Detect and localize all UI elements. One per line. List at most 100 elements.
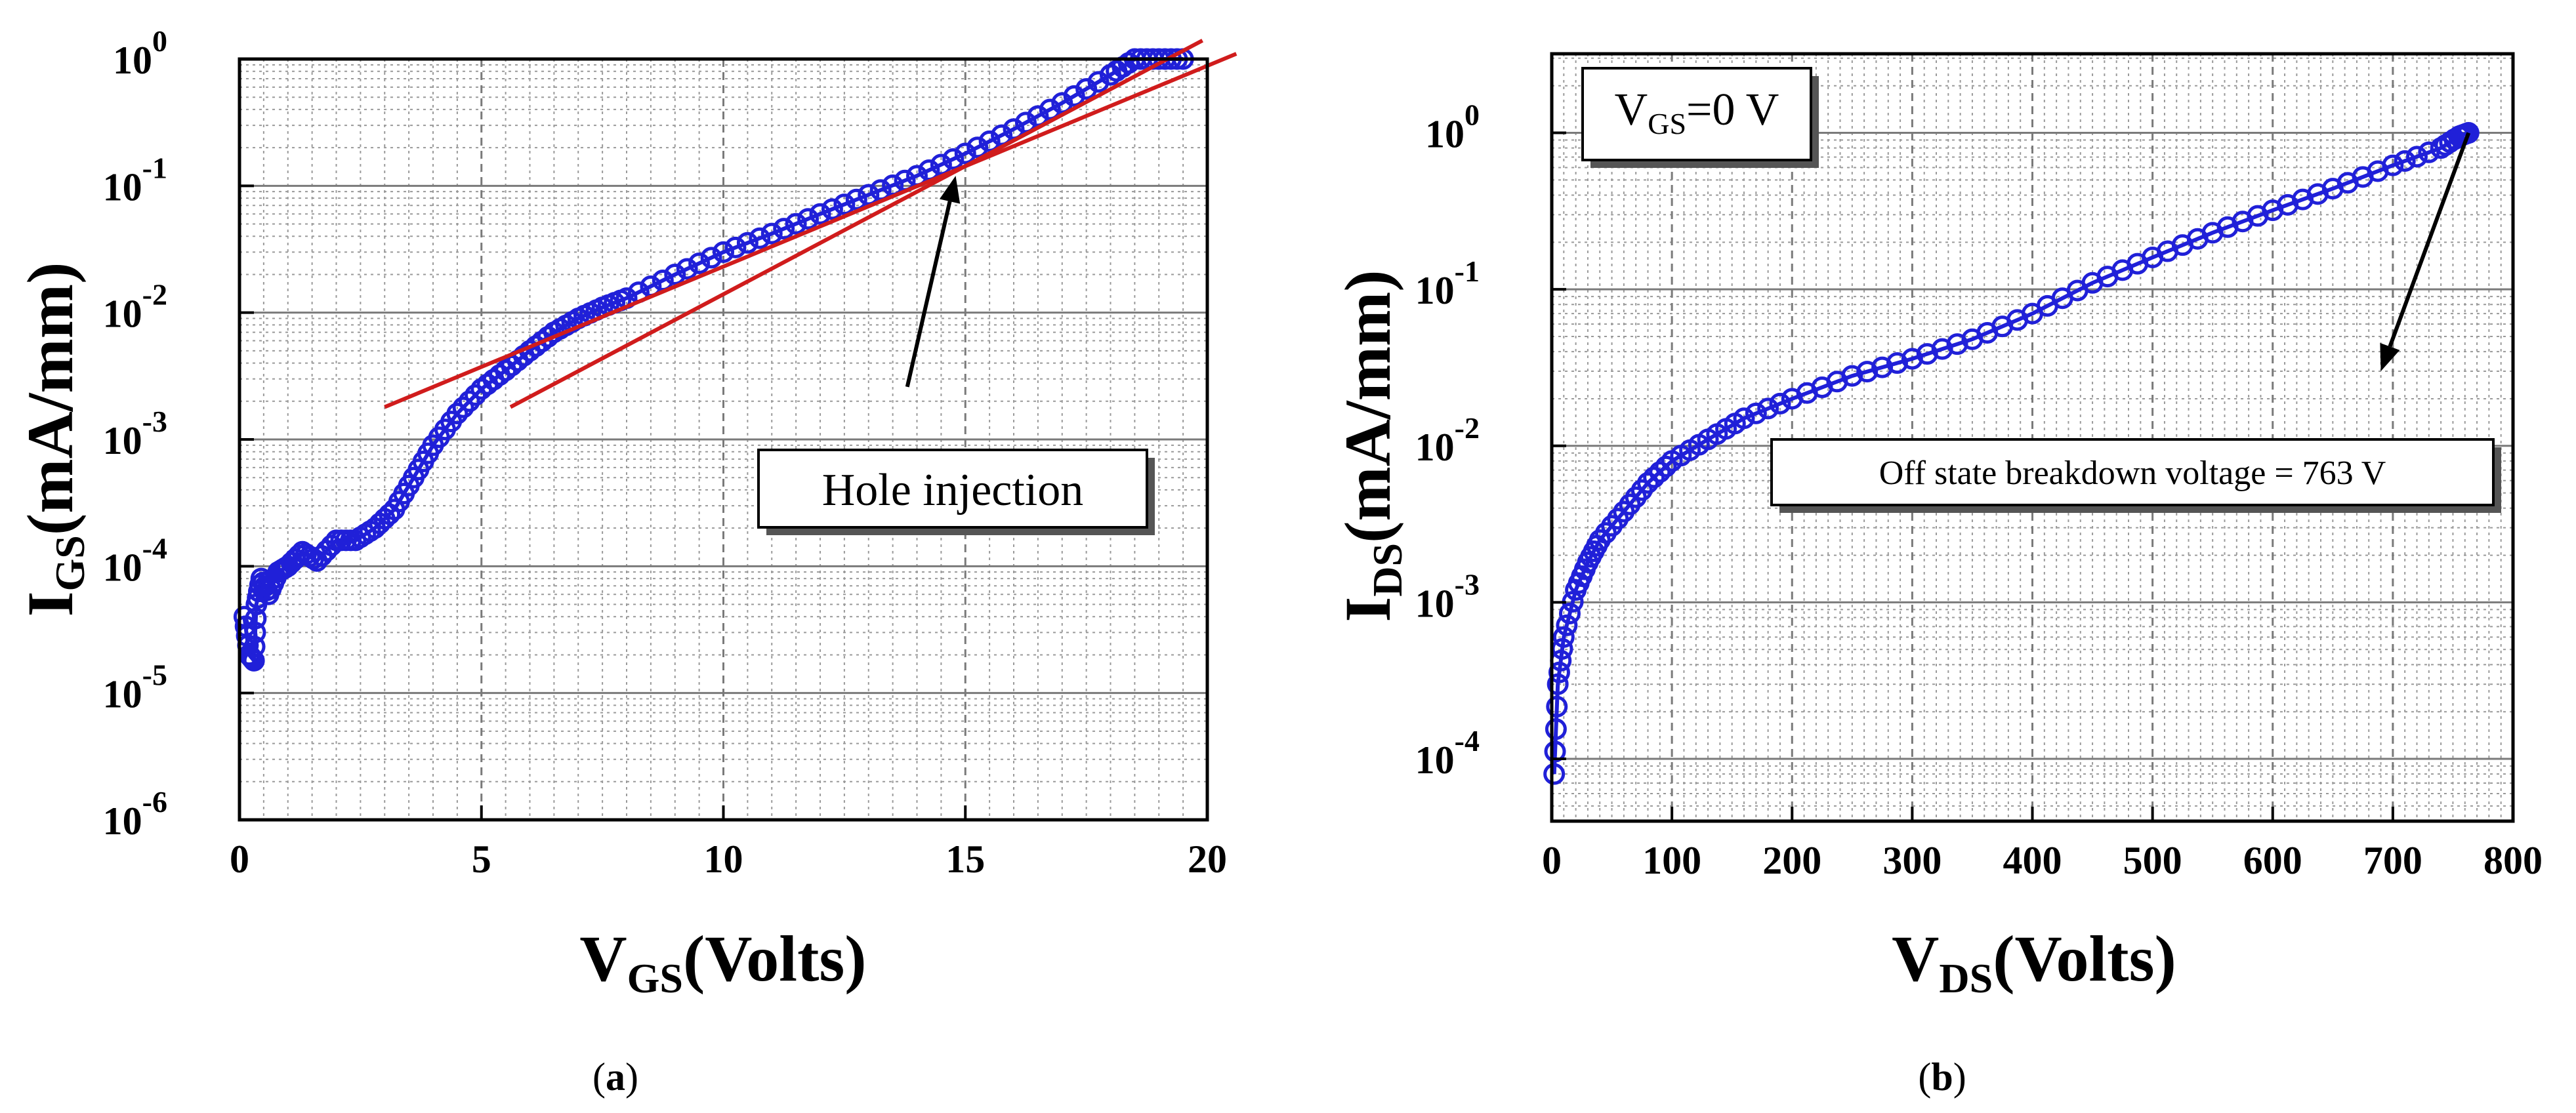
x-tick-label: 600 — [2243, 839, 2302, 882]
data-point — [1014, 111, 1037, 134]
data-point — [845, 188, 867, 211]
data-point — [1039, 98, 1061, 121]
data-point — [1548, 661, 1570, 683]
data-point — [785, 212, 807, 235]
data-point — [1637, 472, 1659, 494]
data-point — [1552, 626, 1575, 648]
x-axis-title-a: VGS(Volts) — [579, 922, 866, 1002]
legend-text-b: VGS=0 V — [1615, 85, 1779, 140]
y-tick-label: 10-6 — [103, 785, 167, 843]
legend-box-b: VGS=0 V — [1581, 67, 1819, 168]
data-point — [1886, 352, 1908, 374]
caption-a: (a) — [592, 1055, 638, 1099]
data-point — [244, 621, 266, 643]
data-point — [991, 124, 1013, 146]
fit-line — [509, 39, 1204, 409]
data-point — [1547, 673, 1569, 695]
x-ticks-a: 0 5 10 15 20 — [230, 805, 1227, 881]
data-point — [1545, 718, 1567, 740]
y-tick-label: 10-1 — [103, 151, 167, 209]
data-point — [736, 232, 758, 254]
data-point — [724, 236, 747, 258]
data-point — [797, 208, 820, 230]
x-ticks-b: 0 100 200 300 400 500 600 700 800 — [1542, 807, 2543, 882]
data-point — [700, 247, 722, 269]
y-tick-label: 10-2 — [103, 278, 167, 336]
x-tick-label: 0 — [230, 838, 249, 881]
data-point — [277, 555, 299, 577]
data-point — [1556, 614, 1578, 636]
data-point — [942, 148, 965, 170]
data-point — [1769, 392, 1791, 415]
data-point — [1543, 763, 1566, 785]
fit-line — [384, 52, 1237, 409]
data-point — [1856, 361, 1879, 383]
y-tick-label: 10-5 — [103, 658, 167, 716]
x-tick-label: 800 — [2483, 839, 2543, 882]
data-point — [954, 142, 976, 165]
y-axis-title-a: IGS(mA/mm) — [14, 262, 93, 617]
data-point — [809, 203, 831, 225]
caption-b: (b) — [1918, 1055, 1966, 1099]
data-point — [458, 390, 480, 413]
x-tick-label: 200 — [1762, 839, 1821, 882]
y-ticks-a: 10-6 10-5 10-4 10-3 10-2 10-1 100 — [103, 24, 254, 843]
y-tick-label: 100 — [1425, 98, 1480, 156]
panel-a: 0 5 10 15 20 10-6 10-5 10-4 10-3 10-2 10-1 100 Hol… — [14, 24, 1237, 1099]
data-point — [1643, 466, 1665, 489]
data-point — [1027, 105, 1049, 127]
data-point — [1745, 402, 1767, 424]
data-point — [1733, 407, 1755, 430]
data-point — [749, 227, 771, 249]
annotation-arrow-a — [905, 176, 961, 388]
data-point — [243, 636, 266, 658]
data-point — [760, 222, 783, 245]
data-point — [1546, 695, 1568, 718]
y-tick-label: 10-4 — [1415, 724, 1480, 782]
series-line — [1552, 131, 2470, 775]
x-tick-label: 100 — [1642, 839, 1701, 882]
data-point — [446, 403, 468, 425]
major-grid-a — [239, 59, 1207, 820]
data-point — [1841, 365, 1863, 387]
y-axis-title-b: IDS(mA/mm) — [1331, 270, 1411, 622]
y-tick-label: 10-3 — [1415, 567, 1480, 625]
x-tick-label: 0 — [1542, 839, 1562, 882]
data-point — [773, 218, 795, 240]
x-tick-label: 15 — [945, 838, 985, 881]
data-point — [2394, 150, 2416, 172]
y-tick-label: 10-2 — [1415, 411, 1480, 469]
data-point — [1757, 397, 1779, 420]
y-tick-label: 100 — [113, 24, 167, 82]
data-point — [1655, 455, 1677, 477]
data-point — [1558, 602, 1581, 624]
data-point — [465, 384, 487, 406]
data-point — [1871, 356, 1894, 378]
arrow-head — [2380, 342, 2400, 371]
y-tick-label: 10-3 — [103, 405, 167, 462]
x-tick-label: 500 — [2123, 839, 2182, 882]
data-point — [1544, 740, 1566, 763]
data-point — [978, 130, 1001, 152]
x-tick-label: 5 — [472, 838, 491, 881]
annotation-text-b: Off state breakdown voltage = 763 V — [1879, 455, 2386, 492]
data-point — [245, 607, 267, 630]
data-point — [821, 198, 843, 220]
data-point — [1649, 461, 1671, 483]
fit-lines-a — [384, 39, 1237, 409]
data-point — [243, 649, 265, 672]
annotation-box-b: Off state breakdown voltage = 763 V — [1770, 438, 2501, 513]
data-point — [676, 258, 698, 280]
data-point — [2382, 154, 2404, 176]
y-tick-label: 10-1 — [1415, 254, 1480, 312]
data-point — [688, 252, 711, 274]
data-point — [2406, 146, 2428, 168]
x-tick-label: 700 — [2363, 839, 2422, 882]
data-point — [833, 193, 856, 216]
data-point — [713, 241, 734, 263]
arrow-head — [939, 176, 961, 204]
data-point — [858, 184, 880, 206]
arrow-shaft — [905, 201, 952, 388]
x-tick-label: 300 — [1882, 839, 1942, 882]
